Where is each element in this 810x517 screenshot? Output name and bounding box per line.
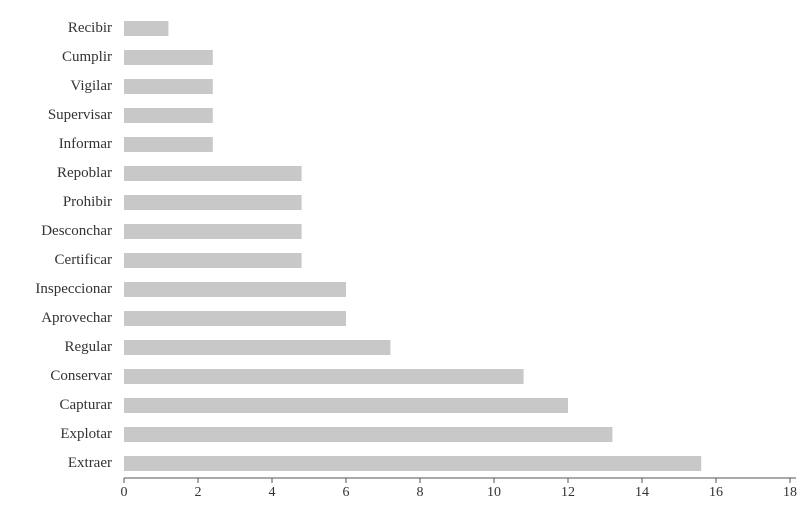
bar [124, 427, 613, 442]
bar [124, 195, 302, 210]
y-tick-label: Inspeccionar [35, 281, 112, 297]
y-tick-label: Capturar [60, 397, 112, 413]
bar [124, 224, 302, 239]
x-tick-label: 2 [195, 485, 202, 500]
y-tick-label: Informar [59, 136, 112, 152]
bar [124, 369, 524, 384]
y-tick-label: Aprovechar [41, 310, 112, 326]
x-tick-label: 0 [121, 485, 128, 500]
bar [124, 79, 213, 94]
bar [124, 253, 302, 268]
bar [124, 21, 169, 36]
y-tick-label: Prohibir [63, 194, 112, 210]
y-tick-label: Extraer [68, 455, 112, 471]
y-tick-label: Cumplir [62, 49, 112, 65]
bar [124, 398, 568, 413]
bar [124, 456, 702, 471]
x-tick-label: 14 [635, 485, 649, 500]
x-tick-label: 10 [487, 485, 501, 500]
y-tick-label: Certificar [55, 252, 112, 268]
x-tick-label: 16 [709, 485, 723, 500]
y-tick-label: Recibir [68, 20, 112, 36]
bar [124, 137, 213, 152]
y-tick-label: Vigilar [70, 78, 112, 94]
y-tick-label: Repoblar [57, 165, 112, 181]
x-tick-label: 18 [783, 485, 797, 500]
y-tick-label: Explotar [60, 426, 112, 442]
bar [124, 108, 213, 123]
y-tick-label: Conservar [50, 368, 112, 384]
bar [124, 340, 391, 355]
x-tick-label: 4 [269, 485, 276, 500]
x-tick-label: 12 [561, 485, 575, 500]
bar [124, 282, 346, 297]
y-tick-label: Regular [65, 339, 112, 355]
x-tick-label: 6 [343, 485, 350, 500]
bar [124, 311, 346, 326]
y-tick-label: Desconchar [41, 223, 112, 239]
bar [124, 166, 302, 181]
x-tick-label: 8 [417, 485, 424, 500]
y-tick-label: Supervisar [48, 107, 112, 123]
bar [124, 50, 213, 65]
